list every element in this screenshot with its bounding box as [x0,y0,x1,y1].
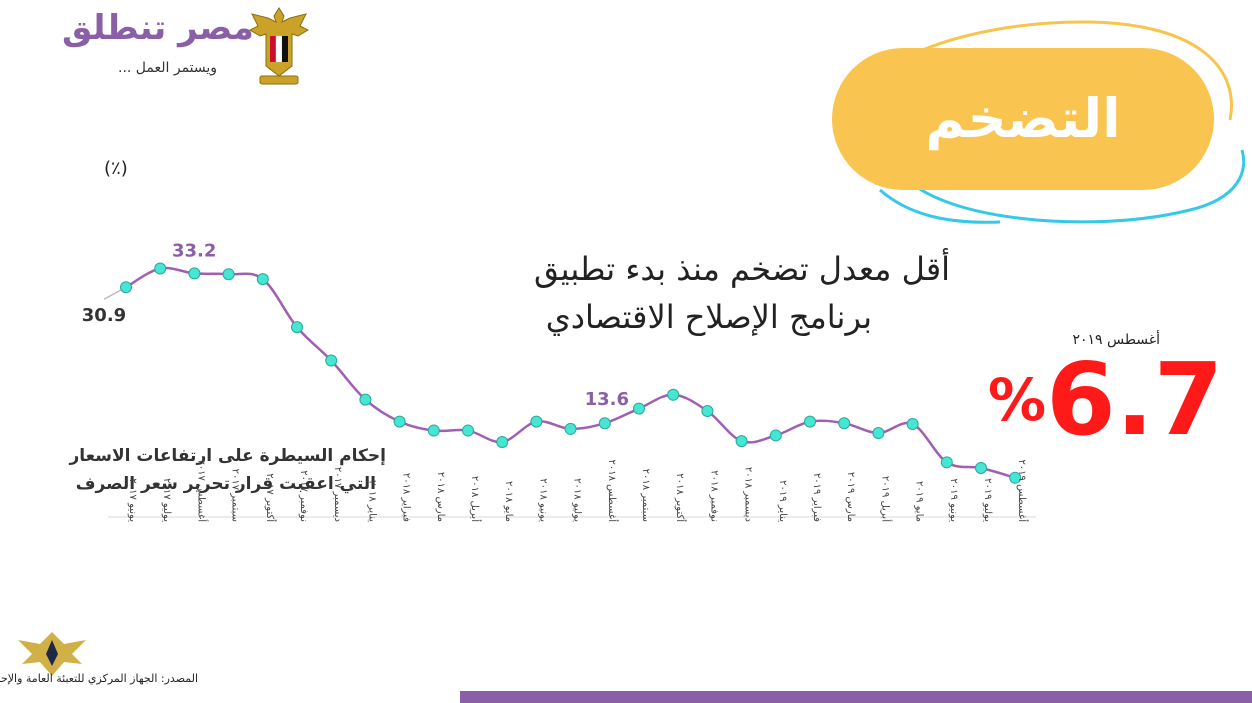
data-point [598,417,611,430]
x-tick-label: مارس ٢٠١٩ [845,472,856,522]
data-point [530,415,543,428]
x-tick-label: نوفمبر ٢٠١٨ [708,470,719,522]
data-point [838,417,851,430]
data-point [975,462,987,475]
x-tick-label: مايو ٢٠١٩ [914,481,925,522]
highlight-date: أغسطس ٢٠١٩ [1072,332,1160,348]
data-point [256,273,269,286]
data-point [393,415,406,428]
data-point [427,424,440,437]
source-note: المصدر: الجهاز المركزي للتعبئة العامة وا… [0,672,198,685]
x-tick-label: أغسطس ٢٠١٨ [606,459,619,522]
x-tick-label: أغسطس ٢٠١٧ [195,459,208,522]
x-tick-label: أغسطس ٢٠١٩ [1016,459,1029,522]
highlight-value: %6.7 [988,340,1223,460]
eagle-emblem-icon [248,7,310,85]
data-point [222,268,235,281]
unit-label: (٪) [104,158,128,179]
x-tick-label: يوليو ٢٠١٧ [161,478,172,522]
highlight-number: 6.7 [1046,341,1224,458]
data-point [188,267,201,280]
x-tick-label: يناير ٢٠١٨ [366,480,377,522]
x-tick-label: فبراير ٢٠١٨ [401,473,412,522]
x-tick-label: أبريل ٢٠١٩ [879,476,892,522]
note-line-2: التي اعقبت قرار تحرير سعر الصرف [75,474,376,494]
data-point [564,422,577,435]
x-tick-label: ديسمبر ٢٠١٨ [743,467,754,522]
x-tick-label: يوليو ٢٠١٨ [572,478,583,522]
x-tick-label: سبتمبر ٢٠١٧ [230,469,241,522]
badge-title: التضخم [925,87,1121,150]
data-point [359,393,372,406]
x-tick-label: يونيو ٢٠١٩ [948,478,959,522]
data-point [804,415,816,428]
headline-line-2: برنامج الإصلاح الاقتصادي [545,298,872,336]
data-point [462,424,474,437]
x-tick-label: فبراير ٢٠١٩ [811,473,822,522]
data-point [633,402,645,415]
x-tick-label: مارس ٢٠١٨ [435,472,446,522]
data-point [154,262,167,275]
data-point [872,427,885,439]
data-point [291,321,303,334]
x-tick-label: يوليو ٢٠١٩ [982,478,993,522]
x-tick-label: نوفمبر ٢٠١٧ [298,470,309,522]
x-tick-label: ديسمبر ٢٠١٧ [332,467,343,522]
highlight-symbol: % [988,366,1047,434]
note-line-1: إحكام السيطرة على ارتفاعات الاسعار [69,446,386,466]
headline-line-1: أقل معدل تضخم منذ بدء تطبيق [533,250,950,288]
data-point [701,405,714,418]
data-point [769,429,782,442]
x-tick-label: سبتمبر ٢٠١٨ [640,469,651,522]
x-tick-label: أكتوبر ٢٠١٨ [674,473,687,522]
data-point [1009,471,1022,484]
x-tick-label: مايو ٢٠١٨ [503,481,514,522]
data-label: 30.9 [82,305,126,326]
bottom-accent-bar [460,691,1252,703]
data-point [667,388,680,401]
data-label: 13.6 [585,389,629,410]
data-point [735,435,748,448]
forum-logo-icon [18,632,86,676]
brand-slogan: مصر تنطلق [62,8,254,48]
data-point [120,281,132,294]
x-tick-label: أبريل ٢٠١٨ [469,476,482,522]
data-point [496,435,509,448]
x-tick-label: أكتوبر ٢٠١٧ [264,473,277,522]
x-tick-label: يناير ٢٠١٩ [777,480,788,522]
x-tick-label: يونيو ٢٠١٧ [127,478,138,522]
data-label: 33.2 [172,241,216,262]
brand-tagline: ويستمر العمل ... [118,60,218,76]
data-point [906,418,919,431]
data-point [940,456,953,469]
title-badge [832,48,1214,190]
series-line [125,266,1016,479]
x-tick-label: يونيو ٢٠١٨ [537,478,548,522]
data-point [325,354,338,367]
